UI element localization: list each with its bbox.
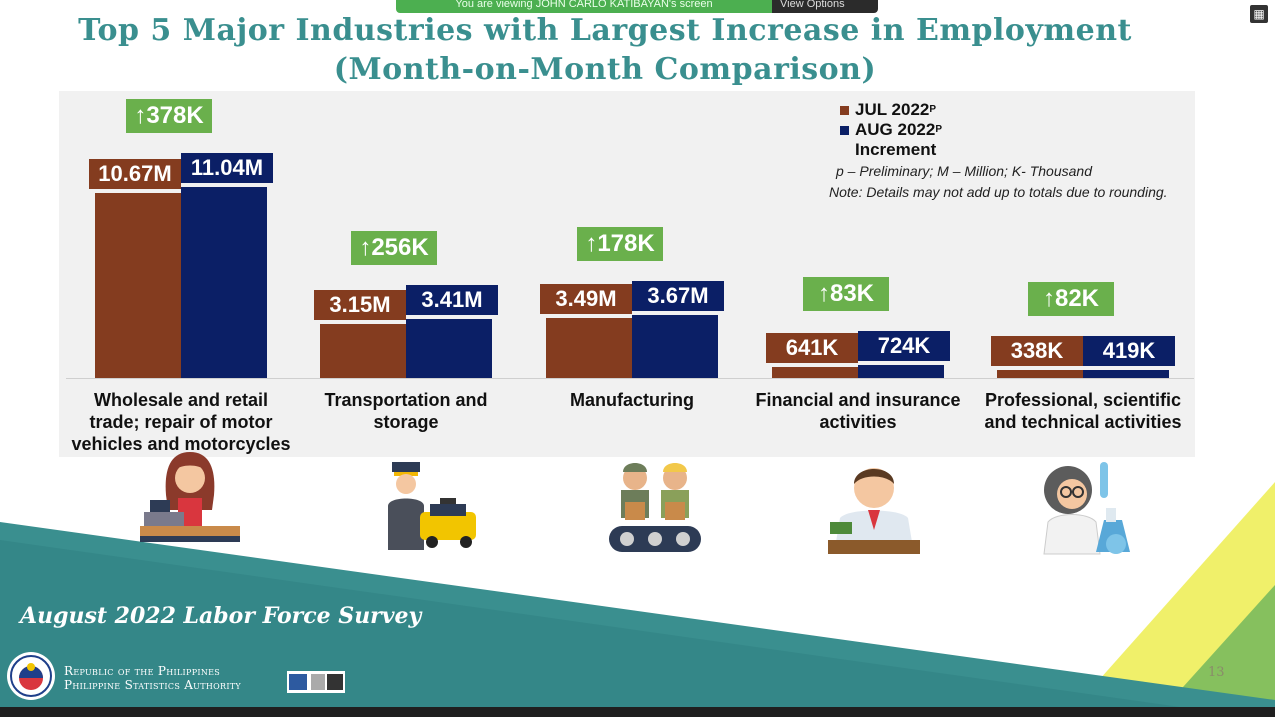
- category-label-0-line-0: Wholesale and retail: [93, 390, 269, 410]
- bar-jul-1: [320, 323, 406, 378]
- category-label-0: Wholesale and retail trade; repair of mot…: [66, 389, 296, 455]
- survey-title: August 2022 Labor Force Survey: [20, 603, 422, 629]
- bar-aug-3: [858, 365, 944, 378]
- legend: JUL 2022 P AUG 2022 P Increment: [840, 100, 942, 160]
- abbreviation-note: p – Preliminary; M – Million; K- Thousan…: [836, 163, 1092, 179]
- category-label-1: Transportation and storage: [291, 389, 521, 433]
- legend-item-increment: Increment: [840, 140, 942, 160]
- legend-item-jul: JUL 2022 P: [840, 100, 942, 120]
- category-label-3: Financial and insurance activities: [743, 389, 973, 433]
- bar-jul-4: [997, 370, 1083, 378]
- category-label-3-line-0: Financial and insurance: [755, 390, 961, 410]
- rounding-note: Note: Details may not add up to totals d…: [829, 184, 1168, 200]
- org-line2: Philippine Statistics Authority: [64, 678, 241, 692]
- factory-workers-icon: [609, 463, 701, 552]
- category-label-2-line-0: Manufacturing: [570, 390, 694, 410]
- bar-jul-0: [95, 193, 181, 378]
- legend-label-aug: AUG 2022: [855, 120, 936, 139]
- x-axis-line: [66, 378, 1194, 379]
- driver-taxi-icon: [388, 462, 476, 550]
- screen-share-text: You are viewing JOHN CARLO KATIBAYAN's s…: [396, 0, 772, 13]
- increment-label-4: ↑82K: [1028, 282, 1114, 316]
- banker-icon: [828, 468, 920, 554]
- value-label-aug-0: 11.04M: [181, 153, 273, 183]
- legend-label-increment: Increment: [855, 140, 937, 159]
- value-label-jul-3: 641K: [766, 332, 858, 363]
- slide-title-line1: Top 5 Major Industries with Largest Incr…: [78, 13, 1132, 48]
- value-label-jul-0: 10.67M: [89, 159, 181, 190]
- category-label-1-line-1: storage: [373, 412, 439, 432]
- category-label-4: Professional, scientific and technical ac…: [968, 389, 1198, 433]
- page-number: 13: [1208, 665, 1225, 680]
- bar-aug-4: [1083, 370, 1169, 378]
- legend-superscript-aug: P: [935, 124, 942, 135]
- category-label-4-line-1: and technical activities: [984, 412, 1182, 432]
- gallery-view-icon[interactable]: ▦: [1250, 5, 1268, 23]
- legend-swatch-aug: [840, 125, 849, 135]
- category-label-1-line-0: Transportation and: [324, 390, 488, 410]
- scientist-icon: [1043, 462, 1130, 555]
- category-label-0-line-1: trade; repair of motor: [89, 412, 273, 432]
- legend-swatch-jul: [840, 105, 849, 115]
- increment-label-1: ↑256K: [351, 231, 437, 265]
- value-label-aug-3: 724K: [858, 331, 950, 362]
- bar-jul-3: [772, 366, 858, 378]
- bar-aug-2: [632, 314, 718, 378]
- value-label-aug-2: 3.67M: [632, 280, 724, 311]
- increment-label-2: ↑178K: [577, 226, 663, 261]
- screen-share-banner: You are viewing JOHN CARLO KATIBAYAN's s…: [396, 0, 878, 13]
- category-label-0-line-2: vehicles and motorcycles: [71, 434, 291, 454]
- bar-aug-1: [406, 319, 492, 378]
- value-label-jul-4: 338K: [991, 336, 1083, 366]
- category-label-3-line-1: activities: [819, 412, 897, 432]
- psa-seal-icon: [7, 652, 55, 700]
- view-options-button[interactable]: View Options: [772, 0, 878, 13]
- increment-label-0: ↑378K: [126, 99, 212, 133]
- bar-aug-0: [181, 187, 267, 378]
- slide-title-line2: (Month-on-Month Comparison): [333, 52, 877, 87]
- increment-label-3: ↑83K: [803, 277, 889, 312]
- cashier-icon: [140, 452, 240, 542]
- value-label-aug-1: 3.41M: [406, 285, 498, 315]
- meeting-toolbar: [0, 707, 1275, 717]
- bar-jul-2: [546, 317, 632, 378]
- value-label-aug-4: 419K: [1083, 336, 1175, 366]
- category-label-2: Manufacturing: [517, 389, 747, 411]
- certification-badge-icon: [287, 671, 345, 693]
- legend-superscript-jul: P: [929, 104, 937, 115]
- organization-name: Republic of the Philippines Philippine S…: [64, 664, 241, 692]
- value-label-jul-1: 3.15M: [314, 289, 406, 320]
- org-line1: Republic of the Philippines: [64, 664, 221, 678]
- legend-item-aug: AUG 2022 P: [840, 120, 942, 140]
- legend-label-jul: JUL 2022: [855, 100, 930, 119]
- value-label-jul-2: 3.49M: [540, 283, 632, 314]
- category-label-4-line-0: Professional, scientific: [984, 390, 1182, 410]
